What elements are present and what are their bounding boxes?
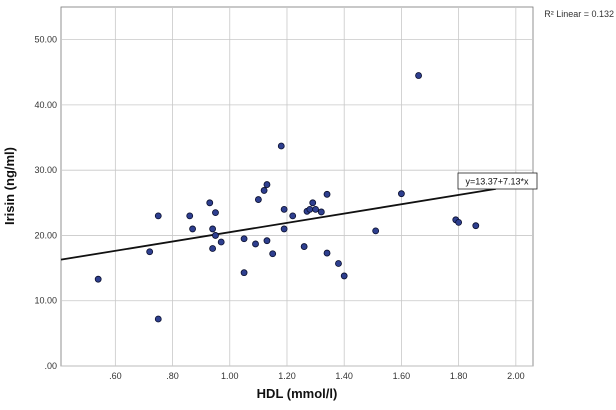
x-tick-label: .60 <box>109 371 122 381</box>
fit-equation-label: y=13.37+7.13*x <box>465 177 529 187</box>
data-point <box>189 225 196 233</box>
data-point <box>212 232 219 239</box>
x-axis-title: HDL (mmol/l) <box>257 386 338 401</box>
gridlines <box>61 7 533 367</box>
r2-label: R² Linear = 0.132 <box>544 9 614 19</box>
data-point <box>252 240 259 248</box>
data-point <box>217 238 225 246</box>
data-point <box>154 315 162 323</box>
data-point <box>280 205 288 213</box>
x-tick-label: 1.40 <box>335 371 353 381</box>
y-axis-title: Irisin (ng/ml) <box>2 147 17 225</box>
data-point <box>398 190 405 198</box>
y-tick-label: 50.00 <box>34 35 57 45</box>
data-point <box>206 199 214 207</box>
data-point <box>309 199 317 207</box>
data-point <box>323 190 331 198</box>
y-tick-label: 10.00 <box>34 296 57 306</box>
y-tick-label: 20.00 <box>34 230 57 240</box>
data-point <box>277 142 285 150</box>
data-point <box>146 248 154 256</box>
data-point <box>415 72 422 79</box>
data-point <box>240 269 248 277</box>
x-tick-label: 1.80 <box>450 371 468 381</box>
plot-area <box>60 6 534 367</box>
x-tick-label: 2.00 <box>507 371 525 381</box>
data-point <box>300 243 308 250</box>
data-point <box>209 245 217 252</box>
data-point <box>340 272 348 280</box>
data-point <box>306 205 314 213</box>
data-point <box>94 275 102 283</box>
data-point <box>335 260 342 267</box>
data-point <box>240 235 248 243</box>
x-tick-label: .80 <box>166 371 179 381</box>
data-point <box>186 212 194 220</box>
y-tick-label: .00 <box>44 361 57 371</box>
data-point <box>472 222 480 230</box>
data-point <box>260 187 268 194</box>
data-point <box>280 225 288 233</box>
data-point <box>289 212 297 220</box>
y-tick-label: 30.00 <box>34 165 57 175</box>
data-point <box>263 181 271 188</box>
data-point <box>209 225 217 233</box>
data-point <box>312 205 319 213</box>
data-point <box>372 227 380 235</box>
x-tick-label: 1.00 <box>221 371 239 381</box>
fit-line-layer <box>60 188 496 261</box>
data-point <box>317 208 325 216</box>
fit-equation-box: y=13.37+7.13*x <box>457 172 538 190</box>
x-tick-label: 1.60 <box>393 371 411 381</box>
data-point <box>269 250 277 258</box>
data-point <box>455 218 463 226</box>
data-point <box>254 196 262 203</box>
data-point <box>263 237 271 245</box>
data-point <box>154 212 162 220</box>
tick-labels: .60 .80 1.00 1.20 1.40 1.60 1.80 2.00 .00 10.00 20… <box>34 35 524 381</box>
fit-line <box>60 188 496 261</box>
x-tick-label: 1.20 <box>278 371 296 381</box>
data-points <box>94 72 480 323</box>
data-point <box>323 249 331 257</box>
y-tick-label: 40.00 <box>34 100 57 110</box>
data-point <box>212 209 219 217</box>
